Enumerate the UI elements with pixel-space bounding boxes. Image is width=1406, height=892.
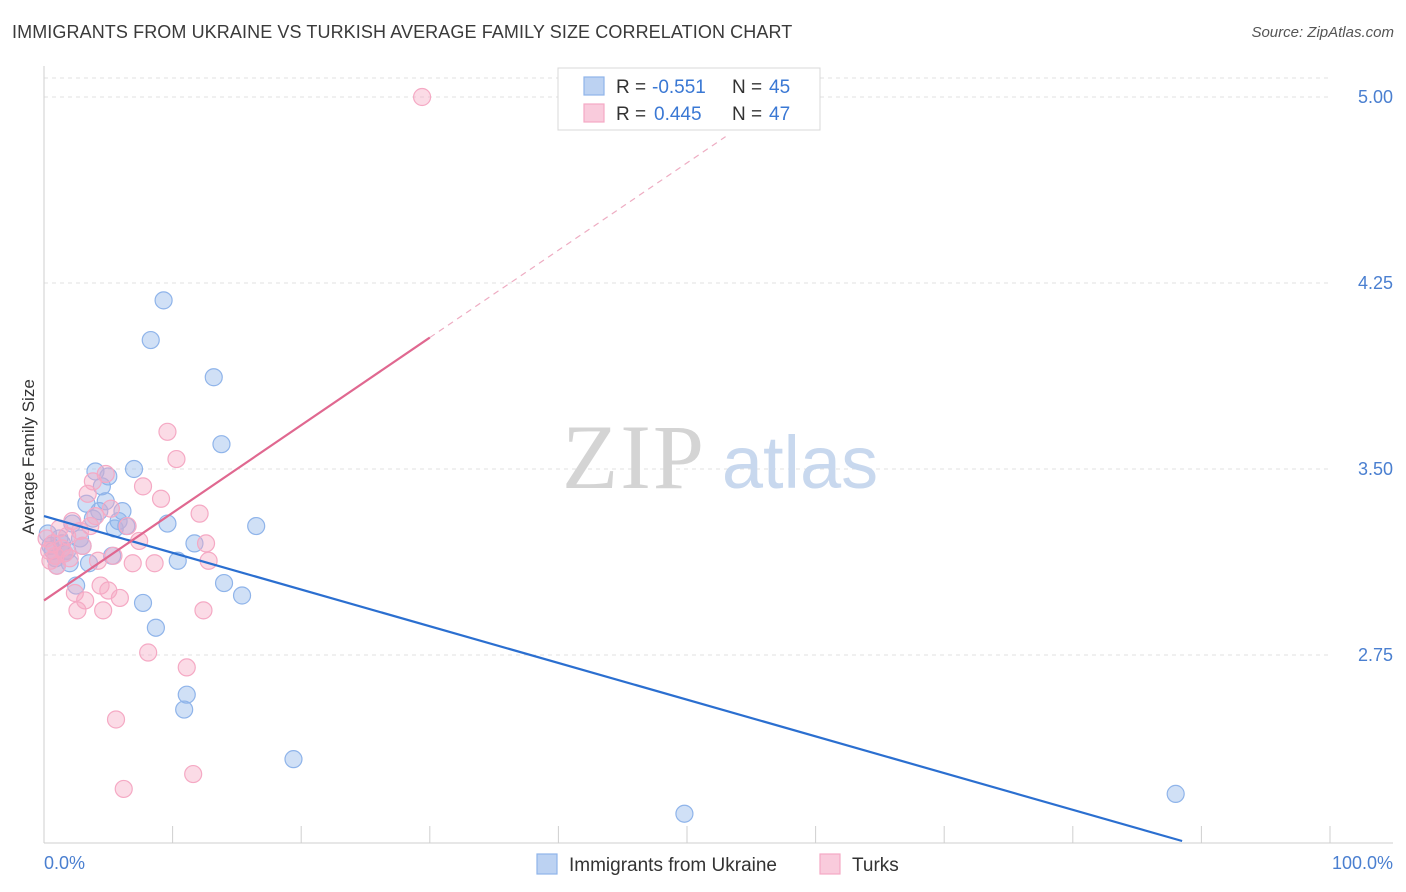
- point-series1-31: [118, 516, 137, 536]
- point-series0-28: [133, 593, 153, 613]
- grid-lines: [44, 77, 1330, 656]
- y-tick-label-3: 5.00: [1358, 87, 1393, 107]
- x-tick-label-1: 100.0%: [1332, 853, 1393, 873]
- point-series1-44: [196, 534, 216, 553]
- point-series0-38: [212, 435, 231, 454]
- point-series1-20: [86, 507, 105, 526]
- point-series0-39: [214, 573, 234, 593]
- bottom-legend-swatch-1: [819, 853, 841, 875]
- point-series0-43: [675, 804, 694, 823]
- point-series0-44: [1166, 784, 1185, 803]
- point-series1-29: [110, 588, 129, 608]
- point-series0-16: [83, 509, 102, 528]
- point-series1-28: [106, 710, 126, 729]
- trend-line-series1: [43, 336, 431, 602]
- point-series0-30: [146, 618, 165, 637]
- source-label: Source: ZipAtlas.com: [1251, 24, 1394, 41]
- point-series1-43: [194, 601, 213, 620]
- point-series1-26: [101, 499, 120, 518]
- point-series1-32: [123, 554, 142, 573]
- trend-lines: [43, 136, 1183, 843]
- bottom-legend-swatch-0: [536, 853, 558, 875]
- legend-correlation: R = -0.551 N = 45 R = 0.445 N = 47: [557, 67, 821, 131]
- point-series1-36: [145, 554, 164, 573]
- legend-n-value-0: 45: [769, 77, 790, 98]
- legend-swatch-0: [583, 76, 605, 96]
- legend-r-value-1: 0.445: [654, 104, 702, 125]
- legend-swatch-1: [583, 103, 605, 123]
- point-series1-13: [68, 601, 87, 620]
- point-series0-29: [141, 330, 160, 350]
- x-tick-labels: 0.0% 100.0%: [44, 853, 1393, 873]
- point-series1-35: [139, 643, 158, 662]
- point-series1-16: [76, 591, 95, 610]
- data-points: [37, 87, 1185, 823]
- trend-line-series0: [43, 515, 1183, 843]
- point-series1-37: [151, 489, 171, 508]
- point-series1-15: [73, 536, 92, 555]
- y-tick-label-1: 3.50: [1358, 459, 1393, 479]
- legend-series: Immigrants from Ukraine Turks: [536, 853, 899, 876]
- y-tick-label-2: 4.25: [1358, 273, 1393, 293]
- point-series1-41: [184, 764, 203, 784]
- point-series1-42: [190, 504, 209, 523]
- point-series1-23: [94, 601, 113, 620]
- point-series1-8: [55, 544, 74, 563]
- legend-r-value-0: -0.551: [652, 77, 706, 98]
- y-tick-label-0: 2.75: [1358, 645, 1393, 665]
- y-tick-labels: 2.75 3.50 4.25 5.00: [1358, 87, 1393, 665]
- watermark-atlas: atlas: [722, 421, 878, 504]
- point-series1-34: [133, 477, 153, 496]
- point-series0-42: [284, 750, 303, 769]
- chart-title: IMMIGRANTS FROM UKRAINE VS TURKISH AVERA…: [12, 22, 793, 42]
- bottom-legend-label-1: Turks: [852, 855, 899, 876]
- point-series1-38: [158, 422, 177, 441]
- point-series0-35: [177, 685, 196, 704]
- point-series1-10: [60, 549, 79, 568]
- series-1-points: [37, 87, 432, 799]
- point-series1-40: [177, 658, 196, 677]
- bottom-legend-label-0: Immigrants from Ukraine: [569, 855, 777, 876]
- point-series1-46: [412, 87, 432, 107]
- point-series0-41: [247, 516, 266, 536]
- point-series0-37: [204, 368, 223, 387]
- point-series0-31: [154, 291, 173, 310]
- point-series1-24: [96, 464, 115, 484]
- point-series0-40: [232, 586, 252, 605]
- watermark-zip: ZIP: [562, 406, 706, 508]
- legend-n-label-1: N =: [732, 104, 762, 125]
- point-series0-34: [175, 700, 194, 719]
- legend-r-label-1: R =: [616, 104, 646, 125]
- point-series0-27: [124, 459, 144, 479]
- point-series1-12: [65, 583, 84, 603]
- trend-extension-series1: [429, 136, 726, 339]
- legend-n-value-1: 47: [769, 104, 790, 125]
- watermark: ZIP atlas: [562, 406, 878, 508]
- x-tick-label-0: 0.0%: [44, 853, 85, 873]
- axes: [43, 66, 1393, 844]
- y-axis-label: Average Family Size: [19, 379, 38, 535]
- point-series1-39: [167, 449, 186, 469]
- legend-n-label-0: N =: [732, 77, 762, 98]
- point-series1-30: [114, 779, 133, 799]
- legend-r-label-0: R =: [616, 77, 646, 98]
